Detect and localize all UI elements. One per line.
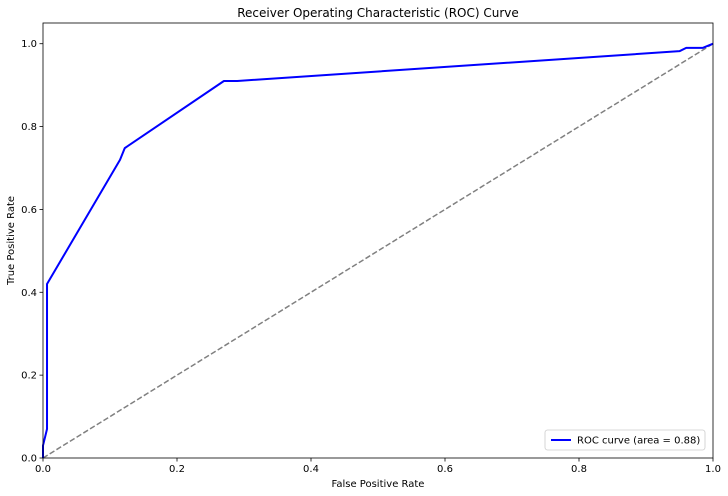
x-tick-label: 1.0 <box>705 464 721 475</box>
y-tick-label: 0.6 <box>21 205 37 216</box>
y-tick-label: 0.4 <box>21 288 37 299</box>
x-axis-label: False Positive Rate <box>332 479 425 490</box>
axes-frame <box>42 22 714 459</box>
y-tick-label: 1.0 <box>21 39 37 50</box>
legend-label: ROC curve (area = 0.88) <box>577 436 700 447</box>
y-tick-label: 0.2 <box>21 371 37 382</box>
y-tick-label: 0.8 <box>21 122 37 133</box>
x-axis-ticks: 0.0 0.2 0.4 0.6 0.8 1.0 <box>35 458 721 475</box>
x-tick-label: 0.2 <box>169 464 185 475</box>
roc-curve-line <box>42 42 714 458</box>
y-axis-ticks: 0.0 0.2 0.4 0.6 0.8 1.0 <box>21 39 43 465</box>
x-tick-label: 0.8 <box>571 464 587 475</box>
chance-diagonal-line <box>42 43 714 459</box>
x-tick-label: 0.4 <box>303 464 319 475</box>
x-tick-label: 0.0 <box>35 464 51 475</box>
plot-area <box>42 22 714 459</box>
x-tick-label: 0.6 <box>437 464 453 475</box>
y-tick-label: 0.0 <box>21 454 37 465</box>
legend: ROC curve (area = 0.88) <box>544 429 706 451</box>
chart-title: Receiver Operating Characteristic (ROC) … <box>237 6 519 20</box>
legend-box <box>544 429 706 451</box>
y-axis-label: True Positive Rate <box>6 196 17 286</box>
